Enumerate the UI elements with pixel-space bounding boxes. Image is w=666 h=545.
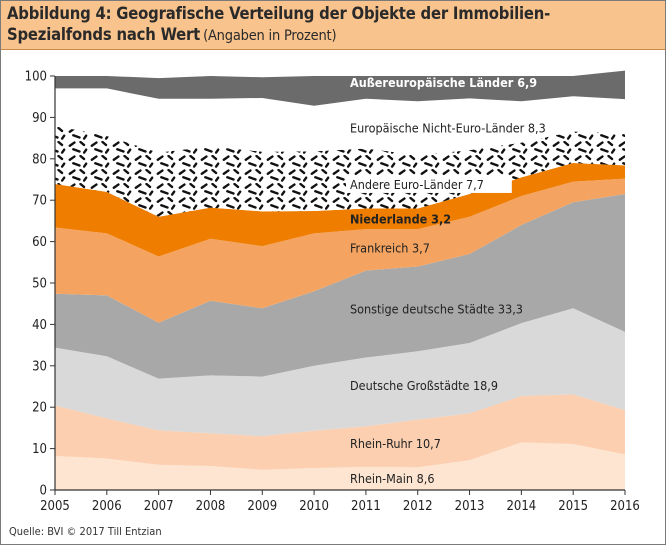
x-tick-label: 2016 [610,499,640,514]
x-tick-label: 2013 [455,499,485,514]
area-europaeische-nicht-euro-laender [55,88,625,156]
area-deutsche-grossstaedte [55,308,625,437]
series-label-aussereuropaeische-laender: Außereuropäische Länder 6,9 [350,75,537,90]
series-label-europaeische-nicht-euro-laender: Europäische Nicht-Euro-Länder 8,3 [350,121,546,136]
figure-title-line2-text: Spezialfonds nach Wert [7,25,201,44]
y-tick-label: 50 [32,277,47,292]
area-frankreich [55,178,625,323]
y-tick-label: 30 [32,359,47,374]
y-tick-label: 0 [40,484,47,499]
y-tick-label: 40 [32,318,47,333]
series-label-frankreich: Frankreich 3,7 [350,240,430,255]
x-tick-label: 2010 [299,499,329,514]
y-tick-label: 90 [32,111,47,126]
series-label-deutsche-grossstaedte: Deutsche Großstädte 18,9 [350,378,498,393]
x-tick-label: 2014 [506,499,536,514]
series-label-rhein-main: Rhein-Main 8,6 [350,471,434,486]
x-tick-label: 2005 [40,499,70,514]
y-tick-label: 60 [32,235,47,250]
series-label-niederlande: Niederlande 3,2 [350,211,451,226]
series-label-background [346,175,512,193]
figure-title-line2: Spezialfonds nach Wert (Angaben in Prozen… [7,25,337,44]
x-tick-label: 2006 [92,499,122,514]
area-rhein-ruhr [55,394,625,470]
x-tick-label: 2012 [403,499,433,514]
area-andere-euro-laender [55,125,625,217]
figure-subtitle: (Angaben in Prozent) [203,28,337,44]
y-tick-label: 100 [25,70,47,85]
x-tick-label: 2008 [196,499,226,514]
x-tick-label: 2009 [247,499,277,514]
x-tick-label: 2015 [558,499,588,514]
source-note: Quelle: BVI © 2017 Till Entzian [9,525,162,538]
x-tick-label: 2007 [144,499,174,514]
y-tick-label: 10 [32,442,47,457]
x-tick-label: 2011 [351,499,381,514]
series-label-sonstige-deutsche-staedte: Sonstige deutsche Städte 33,3 [350,301,523,316]
series-label-rhein-ruhr: Rhein-Ruhr 10,7 [350,436,441,451]
area-sonstige-deutsche-staedte [55,193,625,379]
figure-header: Abbildung 4: Geografische Verteilung der… [1,1,665,50]
y-tick-label: 80 [32,152,47,167]
area-rhein-main [55,442,625,490]
y-tick-label: 70 [32,194,47,209]
area-aussereuropaeische-laender [55,70,625,106]
y-tick-label: 20 [32,401,47,416]
series-label-andere-euro-laender: Andere Euro-Länder 7,7 [350,177,484,192]
figure-title-line1: Abbildung 4: Geografische Verteilung der… [7,4,551,23]
